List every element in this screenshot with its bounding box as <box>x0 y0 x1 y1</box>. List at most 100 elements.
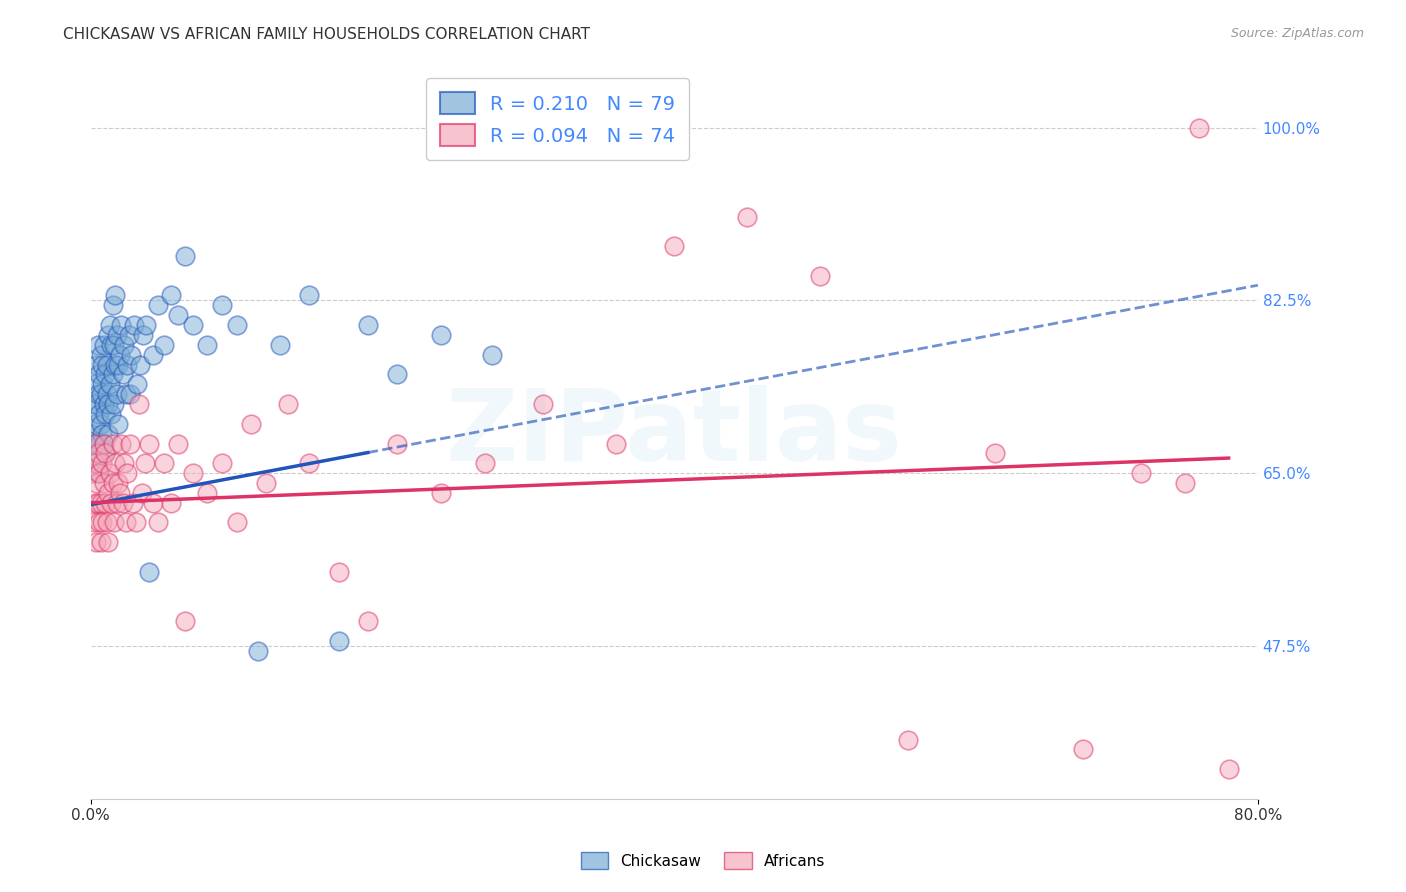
Point <box>96 516 118 530</box>
Point <box>211 298 233 312</box>
Point <box>83 436 105 450</box>
Point <box>430 328 453 343</box>
Point <box>328 633 350 648</box>
Point <box>111 496 134 510</box>
Point <box>225 318 247 332</box>
Point <box>103 338 125 352</box>
Point <box>80 466 103 480</box>
Point <box>135 318 157 332</box>
Point <box>897 732 920 747</box>
Point <box>87 387 110 401</box>
Point <box>105 496 128 510</box>
Point <box>86 358 108 372</box>
Point <box>89 368 111 382</box>
Point <box>97 535 120 549</box>
Point <box>121 348 143 362</box>
Point <box>101 475 124 490</box>
Point <box>84 456 107 470</box>
Point <box>240 417 263 431</box>
Point <box>664 239 686 253</box>
Point <box>97 397 120 411</box>
Point <box>181 466 204 480</box>
Point <box>90 535 112 549</box>
Point <box>129 358 152 372</box>
Point <box>108 348 131 362</box>
Point <box>104 456 127 470</box>
Point <box>91 426 114 441</box>
Point <box>105 328 128 343</box>
Point <box>1071 742 1094 756</box>
Point <box>124 318 146 332</box>
Point <box>111 368 134 382</box>
Point <box>174 249 197 263</box>
Point <box>86 475 108 490</box>
Point <box>131 486 153 500</box>
Point <box>115 466 138 480</box>
Point <box>90 496 112 510</box>
Point <box>146 516 169 530</box>
Point <box>89 516 111 530</box>
Point <box>93 338 115 352</box>
Point <box>91 358 114 372</box>
Point <box>1130 466 1153 480</box>
Point <box>142 496 165 510</box>
Point <box>108 486 131 500</box>
Legend: R = 0.210   N = 79, R = 0.094   N = 74: R = 0.210 N = 79, R = 0.094 N = 74 <box>426 78 689 160</box>
Point <box>86 397 108 411</box>
Point <box>110 436 132 450</box>
Point <box>115 358 138 372</box>
Point <box>93 397 115 411</box>
Point <box>84 377 107 392</box>
Point <box>138 565 160 579</box>
Point <box>118 387 141 401</box>
Point <box>269 338 291 352</box>
Point <box>101 368 124 382</box>
Point <box>91 377 114 392</box>
Point <box>167 436 190 450</box>
Point <box>100 407 122 421</box>
Point <box>174 614 197 628</box>
Point <box>225 516 247 530</box>
Point <box>195 486 218 500</box>
Point <box>89 407 111 421</box>
Point <box>97 486 120 500</box>
Point <box>100 338 122 352</box>
Point <box>328 565 350 579</box>
Point <box>94 368 117 382</box>
Point <box>104 358 127 372</box>
Point <box>94 496 117 510</box>
Point <box>127 377 149 392</box>
Text: CHICKASAW VS AFRICAN FAMILY HOUSEHOLDS CORRELATION CHART: CHICKASAW VS AFRICAN FAMILY HOUSEHOLDS C… <box>63 27 591 42</box>
Point <box>125 516 148 530</box>
Point <box>93 436 115 450</box>
Point <box>90 387 112 401</box>
Point <box>100 496 122 510</box>
Point <box>93 475 115 490</box>
Point <box>96 358 118 372</box>
Point <box>80 426 103 441</box>
Point <box>86 436 108 450</box>
Point <box>142 348 165 362</box>
Point <box>481 348 503 362</box>
Point <box>531 397 554 411</box>
Point <box>735 210 758 224</box>
Point <box>93 436 115 450</box>
Point <box>83 516 105 530</box>
Point <box>1174 475 1197 490</box>
Point <box>107 358 129 372</box>
Point <box>103 397 125 411</box>
Text: ZIPatlas: ZIPatlas <box>446 385 903 483</box>
Point <box>1188 120 1211 135</box>
Point <box>84 456 107 470</box>
Point <box>87 338 110 352</box>
Point <box>357 614 380 628</box>
Point <box>96 387 118 401</box>
Point <box>94 446 117 460</box>
Point <box>146 298 169 312</box>
Point <box>97 328 120 343</box>
Point <box>298 456 321 470</box>
Point <box>83 397 105 411</box>
Point <box>211 456 233 470</box>
Point <box>112 456 135 470</box>
Point <box>254 475 277 490</box>
